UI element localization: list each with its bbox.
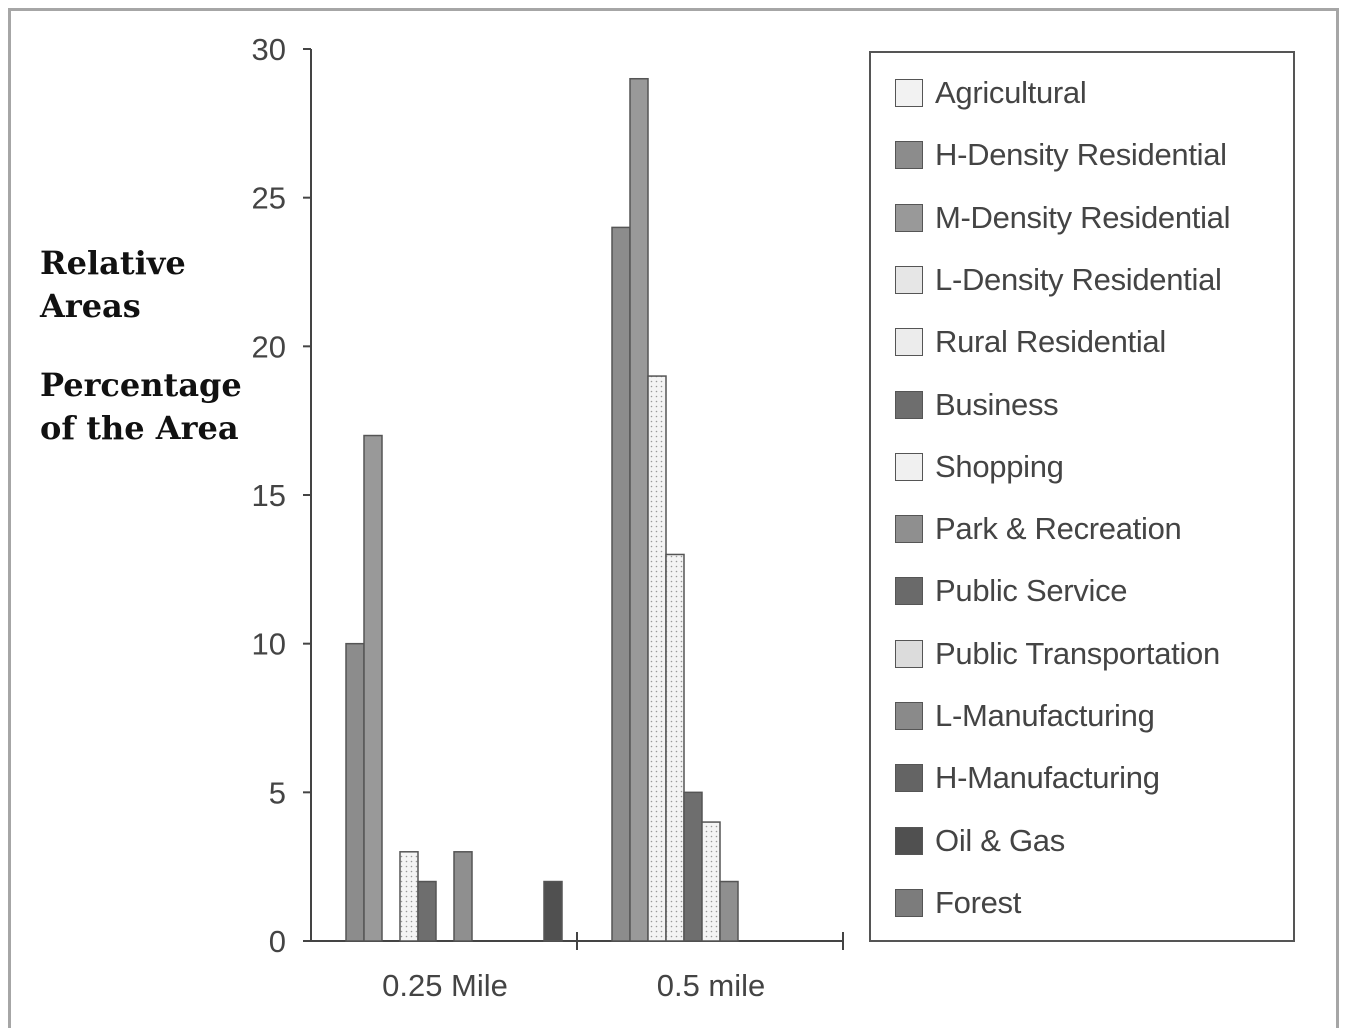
y-tick-label: 25 [252,181,286,216]
bar-h-density-residential-1 [345,642,365,942]
legend-item: L-Density Residential [895,260,1222,300]
legend-item: Public Service [895,571,1128,611]
legend-swatch [895,390,923,419]
legend-swatch [895,452,923,481]
bar-m-density-residential-1 [363,434,383,942]
y-axis-title-line-2: Areas [40,287,141,325]
y-axis-title-line-1: Relative [40,244,186,282]
legend-swatch [895,577,923,606]
legend-item: Shopping [895,447,1064,487]
legend-label: Park & Recreation [935,511,1182,547]
bar-park-recreation-2 [719,880,739,942]
legend-swatch [895,328,923,357]
y-tick-label: 15 [252,478,286,513]
y-axis-title: Relative Areas Percentage of the Area [40,242,242,450]
legend-swatch [895,826,923,855]
x-category-label: 0.5 mile [657,968,766,1003]
legend: Agricultural H-Density Residential M-Densi… [869,51,1295,942]
bar-l-density-residential-2 [647,375,667,942]
legend-swatch [895,515,923,544]
y-tick-label: 10 [252,627,286,662]
legend-swatch [895,265,923,294]
y-axis-title-line-3: Percentage [40,366,242,404]
figure-frame [8,8,1339,1028]
bar-m-density-residential-2 [629,77,649,942]
bar-park-recreation-1 [453,851,473,942]
bar-rural-residential-1 [399,851,419,942]
legend-item: Park & Recreation [895,509,1182,549]
legend-item: Rural Residential [895,322,1166,362]
legend-item: H-Manufacturing [895,758,1160,798]
legend-swatch [895,639,923,668]
legend-item: Agricultural [895,73,1087,113]
legend-label: Agricultural [935,75,1087,110]
bar-h-density-residential-2 [611,226,631,942]
bar-rural-residential-2 [665,553,685,942]
legend-label: L-Manufacturing [935,698,1155,733]
legend-label: Shopping [935,448,1064,484]
legend-label: M-Density Residential [935,199,1231,235]
legend-item: Oil & Gas [895,821,1065,861]
legend-label: H-Density Residential [935,137,1227,173]
bar-business-2 [683,791,703,942]
legend-label: Business [935,386,1059,422]
legend-item: Forest [895,883,1021,923]
y-axis-title-line-4: of the Area [40,409,239,447]
y-tick-label: 20 [252,329,286,364]
legend-label: Forest [935,884,1022,920]
y-tick-label: 0 [269,924,286,959]
legend-swatch [895,888,923,917]
legend-swatch [895,702,923,730]
legend-label: Oil & Gas [935,822,1065,858]
legend-label: Public Service [935,573,1128,609]
legend-item: Public Transportation [895,634,1220,674]
y-tick-label: 5 [269,775,286,810]
y-tick-label: 30 [252,32,286,67]
legend-label: H-Manufacturing [935,760,1160,796]
bar-shopping-2 [701,821,721,942]
bar-oil-gas-1 [543,880,563,942]
legend-swatch [895,764,923,793]
legend-swatch [895,141,923,170]
legend-label: L-Density Residential [935,261,1222,297]
bar-business-1 [417,880,437,942]
legend-item: Business [895,385,1059,425]
legend-label: Rural Residential [935,324,1166,360]
legend-item: H-Density Residential [895,135,1227,175]
x-category-label: 0.25 Mile [382,968,508,1003]
legend-swatch [895,203,923,232]
legend-item: L-Manufacturing [895,696,1155,736]
legend-swatch [895,79,923,107]
legend-item: M-Density Residential [895,198,1231,238]
legend-label: Public Transportation [935,635,1220,671]
